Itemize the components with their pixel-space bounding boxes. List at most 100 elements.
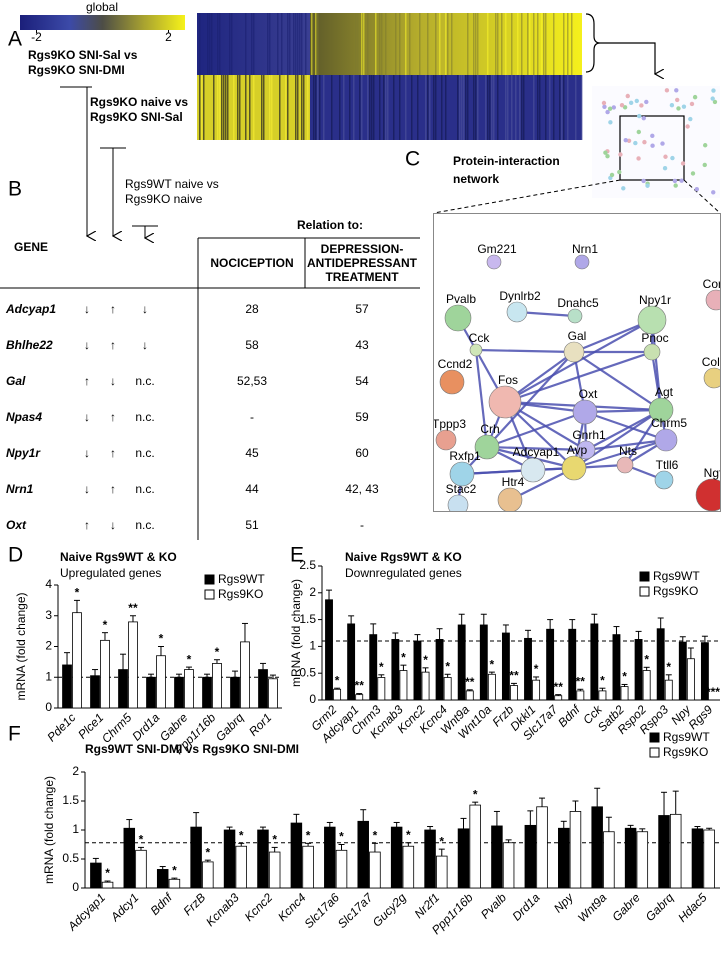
header: TREATMENT	[325, 270, 399, 284]
bar	[669, 813, 682, 889]
heatmap-stripe	[279, 75, 281, 140]
heatmap-stripe	[199, 75, 201, 140]
thumb-node	[650, 133, 655, 139]
heatmap-stripe	[461, 75, 463, 140]
heatmap-stripe	[331, 75, 333, 140]
header: DEPRESSION-	[321, 242, 404, 256]
heatmap-stripe	[317, 75, 319, 140]
change: n.c.	[135, 482, 154, 496]
bar	[634, 639, 643, 701]
heatmap-stripe	[485, 75, 487, 140]
thumb-node	[602, 104, 607, 109]
heatmap-stripe	[545, 13, 547, 75]
heatmap-stripe	[519, 75, 521, 140]
bar	[443, 677, 452, 701]
bar	[510, 685, 518, 701]
y-tick-label: 2	[72, 764, 79, 778]
thumb-node	[711, 88, 716, 93]
thumb-node	[617, 169, 622, 175]
bar	[390, 826, 403, 889]
heatmap-stripe	[323, 75, 325, 140]
node-label: Avp	[567, 443, 588, 457]
heatmap-stripe	[349, 75, 351, 140]
heatmap-stripe	[533, 13, 535, 75]
heatmap-stripe	[567, 75, 569, 140]
significance: *	[272, 833, 277, 847]
heatmap-stripe	[231, 13, 233, 75]
heatmap-stripe	[491, 75, 493, 140]
node-label: Nrn1	[572, 242, 598, 256]
legend-label: Rgs9KO	[663, 745, 708, 759]
heatmap-stripe	[495, 13, 497, 75]
bar	[598, 690, 607, 701]
bar	[457, 828, 470, 889]
node-label: Cck	[469, 331, 491, 345]
bar	[212, 663, 222, 709]
significance: *	[379, 660, 384, 674]
significance: *	[187, 652, 192, 666]
heatmap-stripe	[263, 75, 265, 140]
network-node	[574, 254, 590, 270]
bar	[268, 851, 281, 889]
bar	[240, 641, 250, 709]
heatmap-stripe	[477, 75, 479, 140]
heatmap-stripe	[203, 75, 205, 140]
legend-swatch	[204, 574, 215, 585]
heatmap-stripe	[467, 75, 469, 140]
heatmap-stripe	[489, 75, 491, 140]
heatmap-stripe	[361, 75, 363, 140]
heatmap-stripe	[311, 13, 313, 75]
heatmap-stripe	[361, 13, 363, 75]
significance: ***	[706, 685, 720, 699]
comparison-label: Rgs9KO SNI-Sal vs	[28, 48, 138, 62]
bar	[524, 824, 537, 889]
cell: 57	[355, 302, 369, 316]
gene-name: Oxt	[6, 518, 27, 532]
x-tick-label: Ror1	[246, 710, 274, 738]
thumb-node	[618, 152, 623, 157]
heatmap-stripe	[445, 13, 447, 75]
significance: *	[105, 866, 110, 880]
heatmap-stripe	[465, 75, 467, 140]
bar	[554, 695, 563, 701]
heatmap-stripe	[295, 75, 297, 140]
chart-subtitle: Downregulated genes	[345, 566, 462, 580]
significance: **	[509, 669, 519, 683]
thumb-node	[674, 88, 679, 93]
heatmap-stripe	[419, 13, 421, 75]
cell: 43	[355, 338, 369, 352]
heatmap-stripe	[545, 75, 547, 140]
heatmap-stripe	[445, 75, 447, 140]
heatmap-stripe	[533, 75, 535, 140]
network-node	[486, 254, 502, 270]
heatmap-stripe	[367, 13, 369, 75]
panel-letter: C	[405, 148, 420, 171]
node-label: Rxfp1	[449, 449, 481, 463]
heatmap-stripe	[305, 13, 307, 75]
node-label: Gal	[568, 329, 587, 343]
bar	[436, 855, 448, 889]
thumb-node	[694, 187, 700, 192]
heatmap-stripe	[395, 13, 397, 75]
network-edge	[573, 351, 662, 411]
heatmap-stripe	[217, 75, 219, 140]
gene-name: Adcyap1	[5, 302, 56, 316]
thumb-node	[628, 100, 634, 106]
node-label: Adcyap1	[513, 445, 560, 459]
heatmap-stripe	[299, 13, 301, 75]
heatmap-stripe	[371, 75, 373, 140]
heatmap-stripe	[549, 75, 551, 140]
bar	[424, 829, 436, 889]
heatmap-stripe	[239, 75, 241, 140]
x-tick-label: Slc17a6	[301, 890, 342, 931]
y-tick-label: 1.5	[62, 793, 79, 807]
heatmap-stripe	[537, 13, 539, 75]
change: ↑	[110, 410, 116, 424]
colorbar-title: global	[86, 0, 118, 14]
x-tick-label: Drd1a	[510, 890, 543, 923]
heatmap-stripe	[251, 13, 253, 75]
network-node	[563, 341, 585, 363]
significance: *	[159, 632, 164, 646]
bar	[664, 679, 673, 701]
